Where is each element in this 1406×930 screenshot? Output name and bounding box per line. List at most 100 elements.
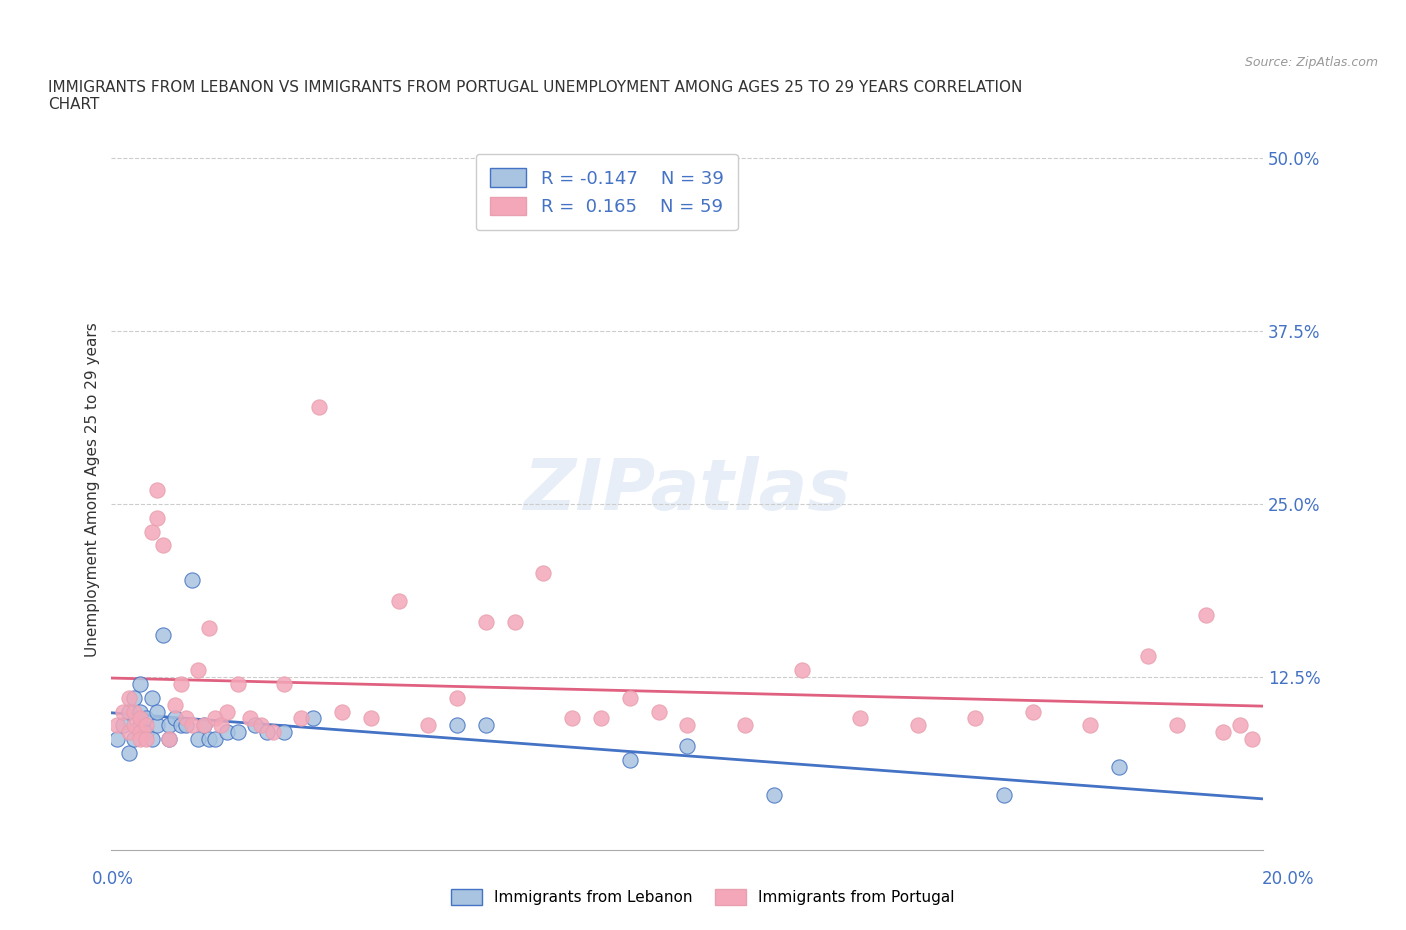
Point — [146, 483, 169, 498]
Point — [993, 787, 1015, 802]
Point — [111, 718, 134, 733]
Text: ZIPatlas: ZIPatlas — [523, 456, 851, 525]
Point — [250, 718, 273, 733]
Point — [245, 718, 267, 733]
Point — [169, 676, 191, 691]
Point — [157, 732, 180, 747]
Point — [141, 732, 163, 747]
Point — [474, 614, 496, 629]
Point — [135, 718, 157, 733]
Point — [135, 711, 157, 726]
Point — [1022, 704, 1045, 719]
Point — [124, 732, 146, 747]
Point — [330, 704, 353, 719]
Point — [256, 724, 278, 739]
Point — [1166, 718, 1188, 733]
Point — [762, 787, 785, 802]
Y-axis label: Unemployment Among Ages 25 to 29 years: Unemployment Among Ages 25 to 29 years — [86, 323, 100, 658]
Point — [1137, 649, 1160, 664]
Point — [1212, 724, 1234, 739]
Point — [209, 718, 232, 733]
Point — [273, 724, 295, 739]
Point — [561, 711, 583, 726]
Point — [187, 732, 209, 747]
Point — [193, 718, 215, 733]
Point — [1194, 607, 1216, 622]
Point — [198, 621, 221, 636]
Point — [118, 724, 141, 739]
Point — [124, 718, 146, 733]
Point — [181, 718, 204, 733]
Point — [226, 724, 249, 739]
Point — [152, 628, 174, 643]
Point — [118, 746, 141, 761]
Point — [129, 732, 152, 747]
Point — [105, 732, 128, 747]
Point — [146, 511, 169, 525]
Point — [446, 718, 468, 733]
Point — [302, 711, 325, 726]
Point — [418, 718, 440, 733]
Point — [239, 711, 262, 726]
Point — [907, 718, 929, 733]
Point — [129, 718, 152, 733]
Point — [734, 718, 756, 733]
Point — [474, 718, 496, 733]
Point — [290, 711, 312, 726]
Point — [146, 704, 169, 719]
Point — [262, 724, 284, 739]
Point — [1108, 760, 1130, 775]
Point — [152, 538, 174, 553]
Point — [187, 662, 209, 677]
Point — [619, 690, 641, 705]
Point — [198, 732, 221, 747]
Point — [204, 732, 226, 747]
Point — [965, 711, 987, 726]
Point — [141, 525, 163, 539]
Point — [174, 718, 197, 733]
Point — [163, 698, 186, 712]
Point — [174, 711, 197, 726]
Point — [360, 711, 382, 726]
Text: 0.0%: 0.0% — [91, 870, 134, 888]
Point — [146, 718, 169, 733]
Point — [111, 704, 134, 719]
Point — [589, 711, 612, 726]
Point — [273, 676, 295, 691]
Point — [193, 718, 215, 733]
Legend: Immigrants from Lebanon, Immigrants from Portugal: Immigrants from Lebanon, Immigrants from… — [444, 882, 962, 913]
Point — [792, 662, 814, 677]
Point — [531, 565, 554, 580]
Point — [226, 676, 249, 691]
Point — [118, 690, 141, 705]
Text: IMMIGRANTS FROM LEBANON VS IMMIGRANTS FROM PORTUGAL UNEMPLOYMENT AMONG AGES 25 T: IMMIGRANTS FROM LEBANON VS IMMIGRANTS FR… — [48, 80, 1022, 113]
Text: 20.0%: 20.0% — [1263, 870, 1315, 888]
Point — [308, 400, 330, 415]
Text: Source: ZipAtlas.com: Source: ZipAtlas.com — [1244, 56, 1378, 69]
Point — [1240, 732, 1263, 747]
Point — [135, 724, 157, 739]
Point — [157, 732, 180, 747]
Point — [446, 690, 468, 705]
Point — [647, 704, 669, 719]
Point — [181, 573, 204, 588]
Point — [129, 711, 152, 726]
Point — [124, 690, 146, 705]
Point — [619, 752, 641, 767]
Point — [215, 704, 238, 719]
Point — [118, 704, 141, 719]
Point — [1080, 718, 1102, 733]
Point — [135, 732, 157, 747]
Point — [157, 718, 180, 733]
Point — [169, 718, 191, 733]
Point — [129, 724, 152, 739]
Point — [849, 711, 872, 726]
Point — [676, 718, 699, 733]
Point — [129, 676, 152, 691]
Point — [676, 738, 699, 753]
Point — [215, 724, 238, 739]
Point — [124, 704, 146, 719]
Point — [129, 704, 152, 719]
Point — [163, 711, 186, 726]
Point — [503, 614, 526, 629]
